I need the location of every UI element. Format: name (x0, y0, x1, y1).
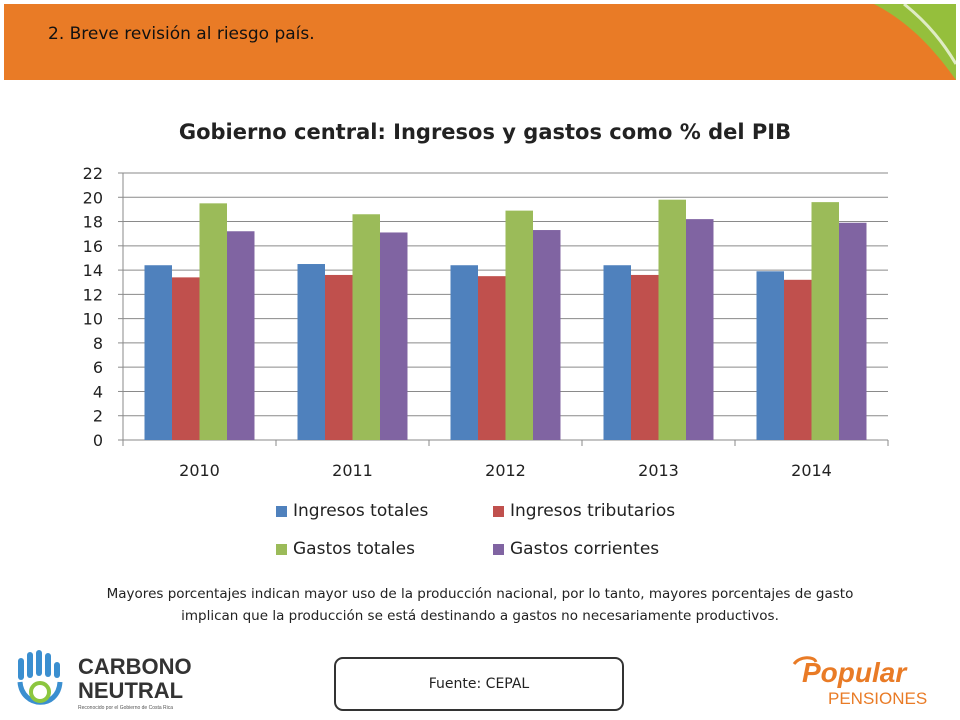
y-tick-label: 10 (83, 310, 103, 329)
legend-item-ingresos-tributarios: Ingresos tributarios (493, 500, 675, 522)
note-line-2: implican que la producción se está desti… (181, 608, 779, 624)
bar (631, 274, 659, 440)
x-tick-label: 2010 (179, 461, 220, 480)
bar (172, 277, 200, 440)
hand-icon (17, 650, 63, 705)
bar (199, 203, 227, 440)
logo-right-line2: PENSIONES (828, 689, 927, 708)
y-tick-label: 12 (83, 285, 103, 304)
legend-swatch (493, 505, 504, 517)
header-band (4, 4, 956, 80)
y-tick-label: 8 (93, 334, 103, 353)
bar (380, 232, 408, 440)
bar (658, 199, 686, 440)
bar (784, 279, 812, 440)
explanatory-note: Mayores porcentajes indican mayor uso de… (40, 583, 920, 627)
note-line-1: Mayores porcentajes indican mayor uso de… (106, 586, 854, 602)
legend-item-gastos-corrientes: Gastos corrientes (493, 538, 659, 560)
legend-swatch (276, 505, 287, 517)
bar (811, 202, 839, 440)
legend-item-ingresos-totales: Ingresos totales (276, 500, 428, 522)
y-tick-label: 18 (83, 213, 103, 232)
logo-left-tagline: Reconocido por el Gobierno de Costa Rica (78, 705, 173, 711)
legend-swatch (493, 543, 504, 555)
bar (756, 271, 784, 440)
bar (227, 231, 255, 440)
bar (839, 222, 867, 440)
popular-pensiones-logo: Popular PENSIONES (792, 656, 927, 708)
logo-left-line2: NEUTRAL (78, 678, 183, 703)
legend-label: Gastos corrientes (510, 539, 660, 559)
bar (450, 265, 478, 440)
legend-label: Gastos totales (293, 539, 415, 559)
bar (603, 265, 631, 440)
bar (325, 274, 353, 440)
y-tick-label: 6 (93, 358, 103, 377)
y-tick-label: 2 (93, 407, 103, 426)
bar (505, 210, 533, 440)
logo-left-line1: CARBONO (78, 654, 192, 679)
source-box: Fuente: CEPAL (334, 657, 624, 711)
bar (352, 214, 380, 440)
source-label: Fuente: CEPAL (428, 676, 530, 692)
chart-title: Gobierno central: Ingresos y gastos como… (178, 120, 792, 144)
y-tick-label: 20 (83, 188, 103, 207)
bar (533, 230, 561, 440)
x-tick-label: 2013 (638, 461, 679, 480)
bar (478, 276, 506, 440)
y-tick-label: 4 (93, 382, 103, 401)
legend-label: Ingresos tributarios (510, 501, 676, 521)
bar (686, 219, 714, 440)
legend-item-gastos-totales: Gastos totales (276, 538, 415, 560)
chart-legend: Ingresos totales Ingresos tributarios Ga… (276, 500, 716, 564)
x-tick-label: 2011 (332, 461, 373, 480)
x-tick-label: 2012 (485, 461, 526, 480)
legend-swatch (276, 543, 287, 555)
bar (144, 265, 172, 440)
y-tick-label: 14 (83, 261, 103, 280)
carbono-neutral-logo: CARBONO NEUTRAL Reconocido por el Gobier… (17, 650, 192, 711)
logo-right-line1: Popular (802, 657, 908, 688)
y-tick-label: 22 (83, 164, 103, 183)
section-title: 2. Breve revisión al riesgo país. (48, 24, 315, 44)
bar (297, 264, 325, 440)
legend-label: Ingresos totales (293, 501, 429, 521)
x-tick-label: 2014 (791, 461, 832, 480)
y-tick-label: 16 (83, 237, 103, 256)
y-tick-label: 0 (93, 431, 103, 450)
